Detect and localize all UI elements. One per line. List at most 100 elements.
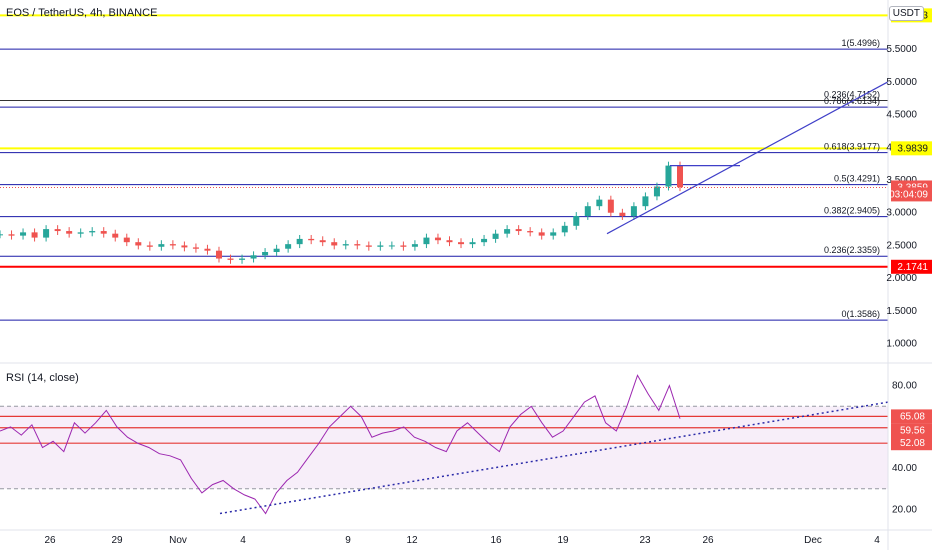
candle-body [527,231,534,233]
candle-body [596,199,603,207]
time-tick-label: Nov [169,535,187,546]
price-tick-label: 1.5000 [886,306,917,317]
fib-label: 1(5.4996) [841,38,880,48]
price-tag [891,141,932,156]
time-tick-label: 16 [490,535,502,546]
time-tick-label: 29 [111,535,123,546]
candle-body [43,229,50,238]
candle-body [239,258,246,260]
candle-body [388,245,395,247]
time-tick-label: 19 [557,535,569,546]
time-tick-label: 4 [240,535,246,546]
candle-body [492,233,499,239]
candle-body [446,240,453,243]
candle-body [423,237,430,245]
candle-body [66,231,73,234]
price-tag [891,187,932,202]
currency-button[interactable]: USDT [888,6,924,21]
candle-body [584,206,591,216]
candle-body [8,234,15,236]
candle-body [215,250,222,259]
fib-label: 0(1.3586) [841,309,880,319]
candle-body [665,165,672,187]
time-tick-label: Dec [804,535,822,546]
candle-body [227,258,234,260]
price-tick-label: 5.0000 [886,77,917,88]
price-tick-label: 4.5000 [886,110,917,121]
candle-body [434,237,441,241]
candle-body [123,237,130,243]
candle-body [550,232,557,236]
price-tag-label: 2.1741 [897,262,928,273]
candle-body [89,231,96,233]
candle-body [458,242,465,245]
price-tick-label: 2.0000 [886,273,917,284]
rsi-tag [891,436,932,451]
candle-body [20,232,27,236]
fib-label: 0.5(3.4291) [834,174,880,184]
candle-body [296,238,303,245]
candle-body [135,242,142,246]
candle-body [77,232,84,234]
candle-body [158,244,165,247]
candle-body [469,242,476,245]
candle-body [308,238,315,241]
rsi-line [0,374,681,515]
candle-body [411,244,418,247]
candle-body [204,248,211,251]
fib-label: 0.382(2.9405) [824,206,880,216]
candle-body [561,225,568,233]
candle-body [112,233,119,238]
candle-body [538,232,545,236]
candle-body [504,229,511,234]
candle-body [677,165,683,188]
candle-body [273,248,280,252]
rsi-tag [891,423,932,438]
time-tick-label: 9 [345,535,351,546]
candle-body [285,244,292,249]
rsi-band [0,406,888,489]
candle-body [515,229,522,232]
price-tag-label: 03:04:09 [889,189,928,200]
rsi-tag-label: 52.08 [900,438,925,449]
fib-label: 0.236(4.7152) [824,89,880,99]
candle-body [169,244,176,246]
price-pane: 1(5.4996)0.236(4.7152)0.786(4.6134)0.618… [0,14,889,321]
candle-body [481,238,488,243]
candle-body [181,245,188,248]
candle-body [262,252,269,256]
candle-body [146,245,153,247]
candle-body [54,229,61,232]
candle-body [0,234,3,236]
candle-body [354,244,361,246]
candle-body [365,245,372,247]
candle-body [653,186,660,197]
candle-body [331,242,338,246]
price-tick-label: 2.5000 [886,240,917,251]
candle-body [630,206,637,216]
fib-label: 0.236(2.3359) [824,245,880,255]
price-tag [891,259,932,274]
candle-body [377,245,384,247]
fib-label: 0.618(3.9177) [824,142,880,152]
time-tick-label: 26 [44,535,56,546]
candle-body [400,245,407,247]
candle-body [607,199,614,213]
candle-body [342,244,349,246]
candle-body [573,216,580,226]
chart-title: EOS / TetherUS, 4h, BINANCE [6,7,158,19]
time-tick-label: 12 [406,535,418,546]
time-tick-label: 23 [639,535,651,546]
price-tag-label: 3.9839 [897,143,928,154]
time-tick-label: 4 [874,535,880,546]
rsi-pane [0,374,889,515]
candle-body [250,255,257,259]
rsi-tick-label: 40.00 [892,463,917,474]
rsi-tag-label: 59.56 [900,425,925,436]
candle-body [319,240,326,243]
candle-body [31,232,38,238]
rsi-tag-label: 65.08 [900,411,925,422]
price-tick-label: 5.5000 [886,44,917,55]
